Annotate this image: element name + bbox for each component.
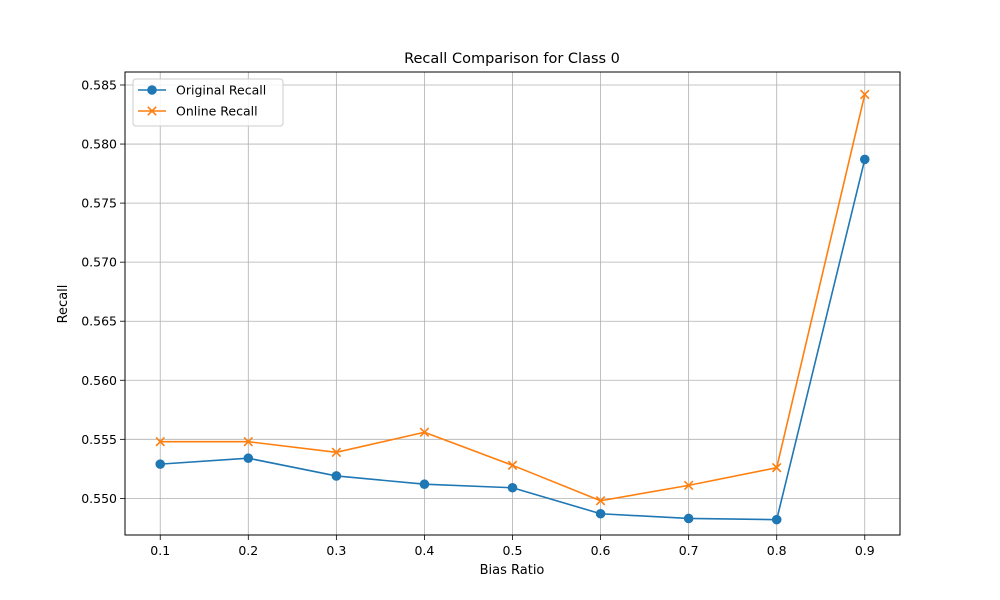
x-tick-label: 0.9 — [855, 543, 875, 558]
online-recall-point — [331, 447, 342, 458]
online-recall-point — [419, 427, 430, 438]
online-recall-point — [683, 480, 694, 491]
x-tick-label: 0.4 — [414, 543, 434, 558]
y-tick-label: 0.585 — [81, 77, 117, 92]
y-tick-label: 0.565 — [81, 314, 117, 329]
legend-label: Original Recall — [176, 83, 266, 98]
x-tick-label: 0.7 — [679, 543, 699, 558]
y-tick-label: 0.570 — [81, 255, 117, 270]
grid — [125, 72, 900, 535]
legend-swatch-marker — [147, 85, 157, 95]
y-tick-label: 0.555 — [81, 432, 117, 447]
original-recall-point — [683, 513, 694, 524]
online-recall-point — [507, 460, 518, 471]
x-tick-label: 0.2 — [238, 543, 258, 558]
chart-title: Recall Comparison for Class 0 — [404, 51, 620, 67]
original-recall-point — [595, 508, 606, 519]
y-axis: 0.550 0.555 0.560 0.565 0.570 0.575 0.580 0.585 — [81, 77, 125, 506]
y-tick-label: 0.575 — [81, 196, 117, 211]
legend-item-original-recall[interactable]: Original Recall — [138, 83, 266, 98]
online-recall-point — [243, 436, 254, 447]
x-tick-label: 0.5 — [503, 543, 523, 558]
original-recall-point — [859, 154, 870, 165]
legend-swatch-marker — [147, 106, 157, 116]
original-recall-point — [331, 471, 342, 481]
legend-box — [132, 78, 284, 127]
y-tick-label: 0.580 — [81, 137, 117, 152]
legend-item-online-recall[interactable]: Online Recall — [138, 104, 258, 119]
series-original-recall — [155, 154, 870, 525]
legend[interactable]: Original Recall Online Recall — [132, 78, 284, 127]
x-tick-label: 0.1 — [150, 543, 170, 558]
original-recall-point — [155, 459, 166, 469]
x-tick-label: 0.6 — [591, 543, 611, 558]
series-online-recall — [155, 89, 870, 506]
online-recall-point — [155, 436, 165, 447]
y-tick-label: 0.550 — [81, 491, 117, 506]
y-tick-label: 0.560 — [81, 373, 117, 388]
x-axis-label: Bias Ratio — [480, 563, 545, 578]
online-recall-point — [595, 495, 606, 506]
original-recall-point — [243, 453, 254, 464]
original-recall-point — [419, 479, 430, 490]
original-recall-point — [507, 482, 518, 493]
x-axis: 0.1 0.2 0.3 0.4 0.5 0.6 0.7 0.8 0.9 — [150, 535, 875, 558]
online-recall-point — [771, 462, 782, 473]
x-tick-label: 0.3 — [326, 543, 346, 558]
y-axis-label: Recall — [56, 285, 71, 324]
legend-label: Online Recall — [176, 104, 258, 119]
online-recall-point — [860, 89, 870, 100]
original-recall-point — [771, 514, 782, 525]
series-lines — [155, 89, 870, 525]
x-tick-label: 0.8 — [767, 543, 787, 558]
